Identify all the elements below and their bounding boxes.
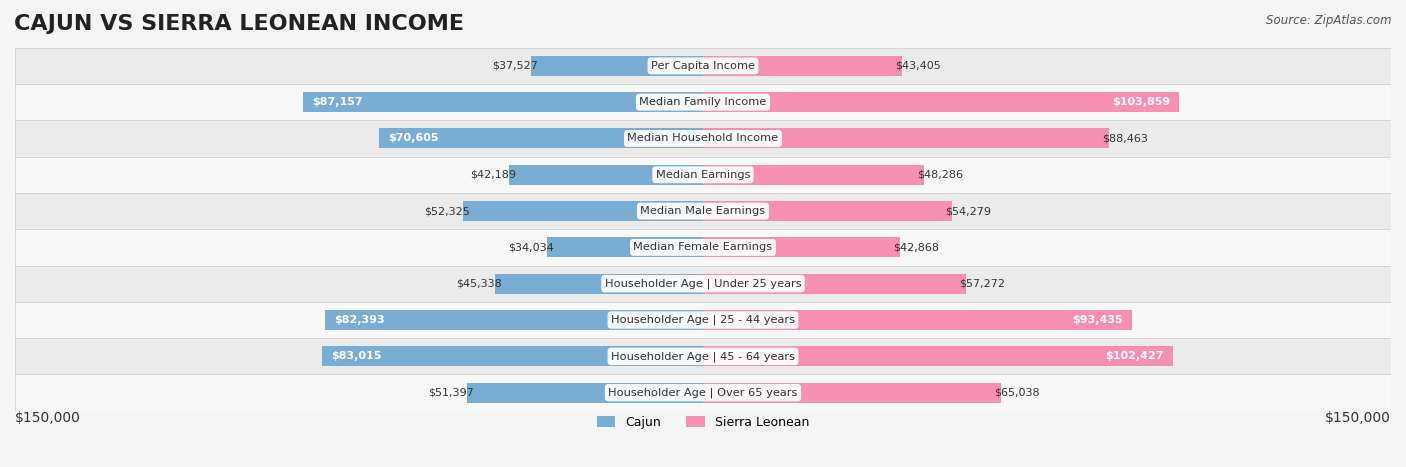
Text: $87,157: $87,157 [312,97,363,107]
Bar [325,310,703,330]
Text: $83,015: $83,015 [332,351,382,361]
Bar [463,201,703,221]
Text: Householder Age | Under 25 years: Householder Age | Under 25 years [605,278,801,289]
Text: $88,463: $88,463 [1102,134,1147,143]
Text: $43,405: $43,405 [896,61,941,71]
Bar [15,84,1391,120]
Text: Median Male Earnings: Median Male Earnings [641,206,765,216]
Bar [322,347,703,366]
Text: $70,605: $70,605 [388,134,439,143]
Bar [509,165,703,185]
Text: Median Family Income: Median Family Income [640,97,766,107]
Text: $34,034: $34,034 [508,242,554,252]
Text: Per Capita Income: Per Capita Income [651,61,755,71]
Text: $65,038: $65,038 [994,388,1040,397]
Text: $93,435: $93,435 [1071,315,1122,325]
Bar [703,165,925,185]
Text: $45,338: $45,338 [456,279,502,289]
Bar [703,92,1180,112]
Bar [547,237,703,257]
Text: Householder Age | 25 - 44 years: Householder Age | 25 - 44 years [612,315,794,325]
Text: $150,000: $150,000 [15,411,82,425]
Bar [15,156,1391,193]
Bar [15,375,1391,411]
Text: $103,859: $103,859 [1112,97,1170,107]
Text: Source: ZipAtlas.com: Source: ZipAtlas.com [1267,14,1392,27]
Text: Householder Age | Over 65 years: Householder Age | Over 65 years [609,388,797,398]
Text: $48,286: $48,286 [918,170,963,180]
Text: $150,000: $150,000 [1324,411,1391,425]
Text: Median Household Income: Median Household Income [627,134,779,143]
Bar [15,302,1391,338]
Text: Median Earnings: Median Earnings [655,170,751,180]
Text: CAJUN VS SIERRA LEONEAN INCOME: CAJUN VS SIERRA LEONEAN INCOME [14,14,464,34]
Bar [467,382,703,403]
Bar [703,274,966,294]
Bar [15,193,1391,229]
Bar [703,128,1109,149]
Text: Median Female Earnings: Median Female Earnings [634,242,772,252]
Text: $51,397: $51,397 [429,388,474,397]
Bar [703,56,903,76]
Text: Householder Age | 45 - 64 years: Householder Age | 45 - 64 years [612,351,794,361]
Legend: Cajun, Sierra Leonean: Cajun, Sierra Leonean [592,410,814,433]
Bar [380,128,703,149]
Bar [531,56,703,76]
Text: $54,279: $54,279 [945,206,991,216]
Text: $37,527: $37,527 [492,61,537,71]
Bar [703,237,900,257]
Bar [304,92,703,112]
Text: $82,393: $82,393 [335,315,385,325]
Text: $52,325: $52,325 [425,206,470,216]
Text: $57,272: $57,272 [959,279,1005,289]
Text: $102,427: $102,427 [1105,351,1164,361]
Bar [495,274,703,294]
Bar [703,382,1001,403]
Bar [15,266,1391,302]
Bar [15,120,1391,156]
Bar [703,347,1173,366]
Bar [15,229,1391,266]
Text: $42,189: $42,189 [471,170,516,180]
Bar [703,201,952,221]
Text: $42,868: $42,868 [893,242,939,252]
Bar [703,310,1132,330]
Bar [15,338,1391,375]
Bar [15,48,1391,84]
